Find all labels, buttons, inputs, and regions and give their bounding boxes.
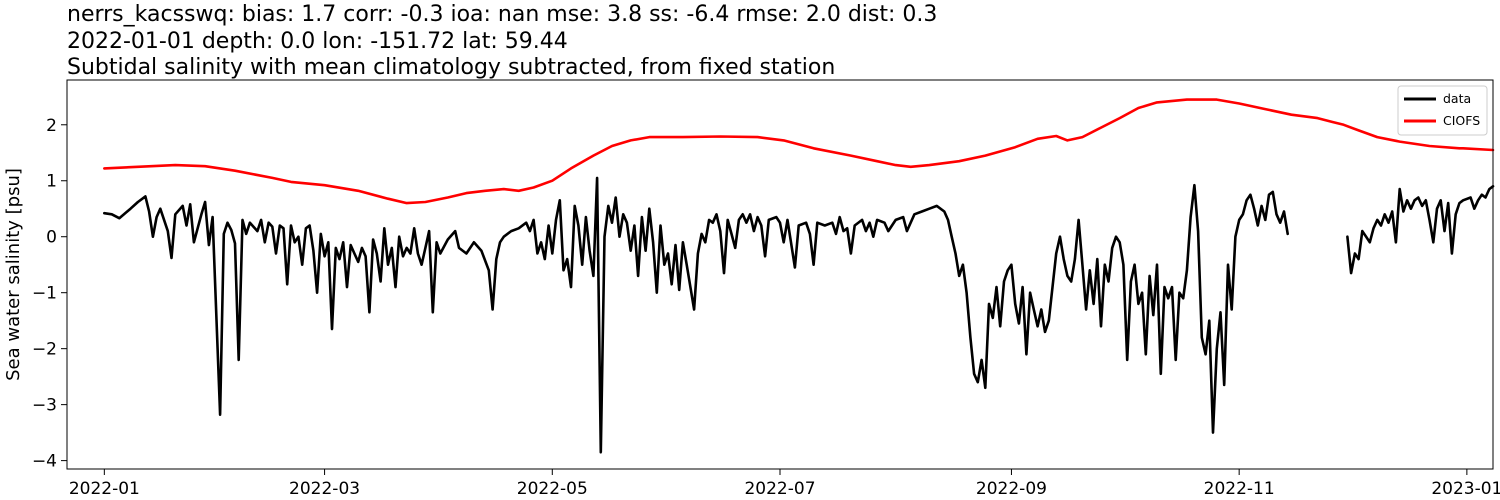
y-tick-label-5: 1 — [46, 172, 57, 192]
series-line-data — [103, 176, 1495, 454]
series-layer — [103, 98, 1495, 454]
y-tick-label-6: 2 — [46, 116, 57, 136]
title-line-1: nerrs_kacsswq: bias: 1.7 corr: -0.3 ioa:… — [67, 2, 938, 27]
legend-ciofs-label: CIOFS — [1443, 113, 1480, 128]
x-tick-label-6: 2023-01 — [1431, 479, 1500, 499]
x-tick-label-5: 2022-11 — [1204, 479, 1275, 499]
legend-data-label: data — [1443, 91, 1471, 106]
y-tick-label-3: −1 — [32, 284, 57, 304]
y-tick-label-1: −3 — [32, 396, 57, 416]
y-tick-label-2: −2 — [32, 340, 57, 360]
title-line-3: Subtidal salinity with mean climatology … — [67, 55, 836, 80]
x-tick-label-1: 2022-03 — [289, 479, 360, 499]
plot-frame — [66, 79, 1494, 470]
x-tick-label-4: 2022-09 — [976, 479, 1047, 499]
title-line-2: 2022-01-01 depth: 0.0 lon: -151.72 lat: … — [67, 28, 568, 54]
x-tick-label-3: 2022-07 — [744, 479, 815, 499]
plot-area — [67, 80, 1493, 469]
y-tick-label-0: −4 — [32, 452, 57, 472]
series-line-ciofs — [103, 98, 1495, 205]
y-axis-label: Sea water salinity [psu] — [3, 168, 24, 381]
x-tick-label-2: 2022-05 — [517, 479, 588, 499]
legend: data CIOFS — [1397, 85, 1488, 136]
y-axis: −4 −3 −2 −1 0 1 2 — [32, 116, 67, 472]
x-tick-label-0: 2022-01 — [69, 479, 140, 499]
y-tick-label-4: 0 — [46, 228, 57, 248]
chart-title: nerrs_kacsswq: bias: 1.7 corr: -0.3 ioa:… — [67, 2, 937, 82]
x-axis: 2022-01 2022-03 2022-05 2022-07 2022-09 2022-… — [69, 469, 1500, 499]
